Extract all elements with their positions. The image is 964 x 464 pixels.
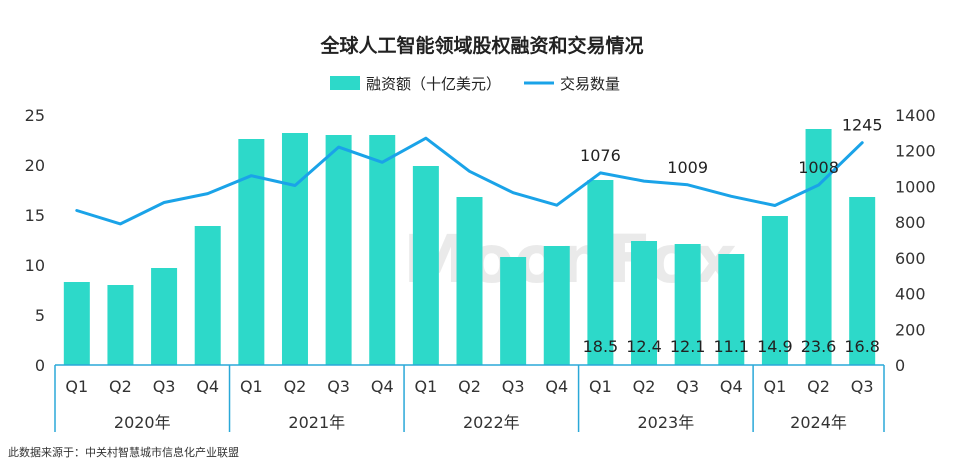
bar xyxy=(456,197,483,365)
line-data-label: 1008 xyxy=(798,158,839,177)
right-tick-label: 400 xyxy=(895,285,926,304)
bar xyxy=(281,133,308,365)
bar-data-label: 12.4 xyxy=(626,337,662,356)
line-data-label: 1076 xyxy=(580,146,621,165)
bar-data-label: 14.9 xyxy=(757,337,793,356)
x-tick-label: Q2 xyxy=(284,377,307,396)
left-tick-label: 10 xyxy=(25,256,45,275)
x-tick-label: Q2 xyxy=(807,377,830,396)
x-tick-label: Q4 xyxy=(371,377,394,396)
bar-data-labels: 18.5 12.4 12.1 11.1 14.9 23.6 16.8 xyxy=(583,337,880,356)
x-tick-label: Q1 xyxy=(414,377,437,396)
bar xyxy=(107,285,134,365)
bar xyxy=(849,197,876,365)
bar xyxy=(805,129,832,365)
bar-data-label: 18.5 xyxy=(583,337,619,356)
year-label: 2020年 xyxy=(114,413,171,432)
bar-data-label: 12.1 xyxy=(670,337,706,356)
bar xyxy=(412,166,439,365)
x-tick-label: Q3 xyxy=(851,377,874,396)
x-tick-label: Q2 xyxy=(458,377,481,396)
x-tick-labels: Q1 Q2 Q3 Q4 Q1 Q2 Q3 Q4 Q1 Q2 Q3 Q4 Q1 Q2 Q3 Q4 Q1 Q2 Q3 xyxy=(65,377,873,396)
bar xyxy=(194,226,221,365)
legend-swatch-bar xyxy=(330,76,360,90)
x-tick-label: Q3 xyxy=(502,377,525,396)
bar xyxy=(151,268,178,365)
left-tick-label: 0 xyxy=(35,356,45,375)
year-label: 2023年 xyxy=(637,413,694,432)
x-tick-label: Q4 xyxy=(545,377,568,396)
bar xyxy=(761,216,788,365)
bar-data-label: 11.1 xyxy=(713,337,749,356)
left-tick-label: 25 xyxy=(25,106,45,125)
right-tick-label: 800 xyxy=(895,213,926,232)
left-axis: 0 5 10 15 20 25 xyxy=(25,106,45,375)
right-tick-label: 200 xyxy=(895,320,926,339)
source-note: 此数据来源于：中关村智慧城市信息化产业联盟 xyxy=(8,446,239,459)
line-data-label: 1009 xyxy=(667,158,708,177)
line-data-labels: 1076 1009 1008 1245 xyxy=(580,116,883,177)
legend: 融资额（十亿美元） 交易数量 xyxy=(330,75,620,93)
x-tick-label: Q1 xyxy=(589,377,612,396)
bar xyxy=(369,135,396,365)
bar-data-label: 16.8 xyxy=(844,337,880,356)
right-axis: 0 200 400 600 800 1000 1200 1400 xyxy=(895,106,936,375)
x-tick-label: Q1 xyxy=(764,377,787,396)
line-series xyxy=(75,136,864,226)
right-tick-label: 1200 xyxy=(895,142,936,161)
bar xyxy=(543,246,570,365)
right-tick-label: 1000 xyxy=(895,177,936,196)
left-tick-label: 15 xyxy=(25,206,45,225)
bar xyxy=(587,180,614,365)
bar xyxy=(500,257,527,365)
line-data-label: 1245 xyxy=(842,116,883,135)
x-tick-label: Q3 xyxy=(153,377,176,396)
year-label: 2021年 xyxy=(288,413,345,432)
bar xyxy=(325,135,352,365)
year-label: 2022年 xyxy=(463,413,520,432)
year-labels: 2020年 2021年 2022年 2023年 2024年 xyxy=(114,413,847,432)
bar-data-label: 23.6 xyxy=(801,337,837,356)
left-tick-label: 5 xyxy=(35,306,45,325)
x-tick-label: Q3 xyxy=(327,377,350,396)
x-tick-label: Q2 xyxy=(633,377,656,396)
x-tick-label: Q2 xyxy=(109,377,132,396)
bar xyxy=(631,241,658,365)
right-tick-label: 1400 xyxy=(895,106,936,125)
right-tick-label: 0 xyxy=(895,356,905,375)
x-tick-label: Q3 xyxy=(676,377,699,396)
x-tick-label: Q1 xyxy=(65,377,88,396)
bar xyxy=(238,139,265,365)
legend-label-bar: 融资额（十亿美元） xyxy=(366,75,501,93)
year-label: 2024年 xyxy=(790,413,847,432)
bar xyxy=(63,282,90,365)
chart-title: 全球人工智能领域股权融资和交易情况 xyxy=(319,34,643,57)
legend-label-line: 交易数量 xyxy=(560,75,620,93)
x-tick-label: Q4 xyxy=(196,377,219,396)
bar xyxy=(674,244,701,365)
bar xyxy=(718,254,745,365)
x-tick-label: Q4 xyxy=(720,377,743,396)
left-tick-label: 20 xyxy=(25,156,45,175)
bar-series xyxy=(63,129,876,365)
right-tick-label: 600 xyxy=(895,249,926,268)
trade-count-line xyxy=(75,136,864,226)
x-axis xyxy=(54,364,885,432)
x-tick-label: Q1 xyxy=(240,377,263,396)
